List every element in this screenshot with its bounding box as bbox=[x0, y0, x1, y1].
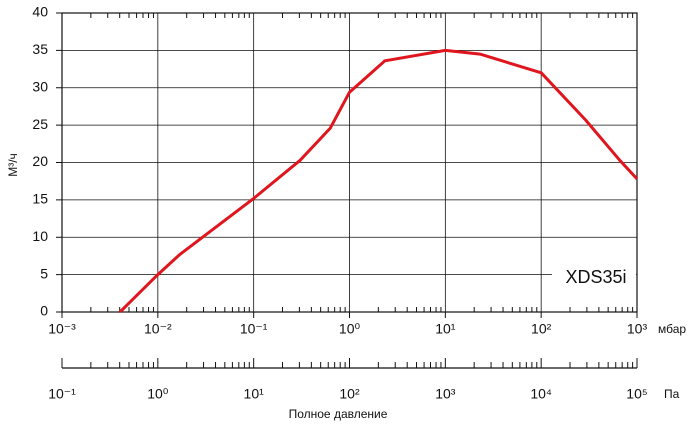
y-tick-label: 5 bbox=[40, 265, 48, 281]
line bbox=[118, 48, 639, 314]
x-tick-label: 10⁻³ bbox=[48, 321, 76, 337]
x2-tick-label: 10⁴ bbox=[530, 386, 552, 402]
x-tick-label: 10¹ bbox=[435, 321, 456, 337]
x-tick-label: 10² bbox=[531, 321, 552, 337]
x2-axis-title: Полное давление bbox=[289, 407, 388, 421]
x-tick-label: 10⁰ bbox=[339, 321, 361, 337]
y-tick-label: 25 bbox=[32, 116, 48, 132]
y-tick-label: 30 bbox=[32, 78, 48, 94]
annotation-bg bbox=[552, 264, 636, 290]
y-tick-label: 20 bbox=[32, 153, 48, 169]
x2-tick-label: 10⁵ bbox=[626, 386, 647, 402]
y-tick-label: 0 bbox=[40, 303, 48, 319]
x-tick-label: 10⁻² bbox=[144, 321, 172, 337]
x2-tick-label: 10¹ bbox=[244, 386, 265, 402]
x2-tick-label: 10⁰ bbox=[147, 386, 169, 402]
x2-tick-label: 10⁻¹ bbox=[48, 386, 76, 402]
x2-unit: Па bbox=[664, 387, 680, 401]
y-tick-label: 35 bbox=[32, 41, 48, 57]
x-unit: мбар bbox=[658, 322, 686, 336]
y-tick-label: 40 bbox=[32, 4, 48, 20]
x2-tick-label: 10³ bbox=[435, 386, 456, 402]
x2-tick-label: 10² bbox=[339, 386, 360, 402]
y-tick-label: 10 bbox=[32, 228, 48, 244]
y-tick-label: 15 bbox=[32, 191, 48, 207]
annotation: XDS35i bbox=[565, 267, 626, 287]
x-tick-label: 10³ bbox=[627, 321, 648, 337]
y-axis-title: М³/ч bbox=[6, 153, 20, 177]
x-tick-label: 10⁻¹ bbox=[240, 321, 268, 337]
